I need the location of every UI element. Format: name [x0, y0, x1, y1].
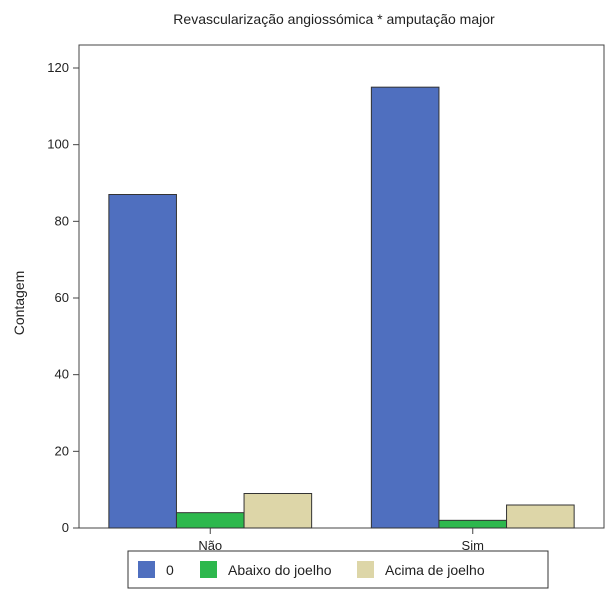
- y-tick-label: 40: [55, 367, 69, 382]
- y-tick-label: 120: [47, 60, 69, 75]
- legend-label: 0: [166, 562, 174, 578]
- x-axis: Não Sim: [198, 528, 484, 553]
- legend-frame: [127, 550, 549, 589]
- plot-frame: [78, 44, 605, 529]
- y-tick-label: 0: [62, 520, 69, 535]
- y-tick-label: 80: [55, 213, 69, 228]
- bars-group: [108, 86, 575, 529]
- bar-0-2: [243, 493, 313, 529]
- legend-label: Acima de joelho: [385, 562, 485, 578]
- y-tick-label: 100: [47, 137, 69, 152]
- y-axis: 0 20 40 60 80 100 120: [47, 60, 79, 535]
- legend-swatch: [138, 561, 155, 578]
- bar-1-0: [370, 86, 440, 529]
- bar-1-2: [506, 504, 575, 529]
- y-tick-label: 20: [55, 443, 69, 458]
- y-axis-title: Contagem: [11, 271, 27, 336]
- legend: 0 Abaixo do joelho Acima de joelho: [127, 550, 549, 589]
- bar-0-1: [175, 512, 245, 529]
- legend-label: Abaixo do joelho: [228, 562, 332, 578]
- x-tick-label: Não: [198, 538, 222, 553]
- chart-title: Revascularização angiossómica * amputaçã…: [173, 11, 495, 27]
- y-tick-label: 60: [55, 290, 69, 305]
- legend-swatch: [200, 561, 217, 578]
- x-tick-label: Sim: [462, 538, 484, 553]
- bar-0-0: [108, 194, 177, 529]
- legend-swatch: [357, 561, 374, 578]
- bar-1-1: [438, 519, 508, 529]
